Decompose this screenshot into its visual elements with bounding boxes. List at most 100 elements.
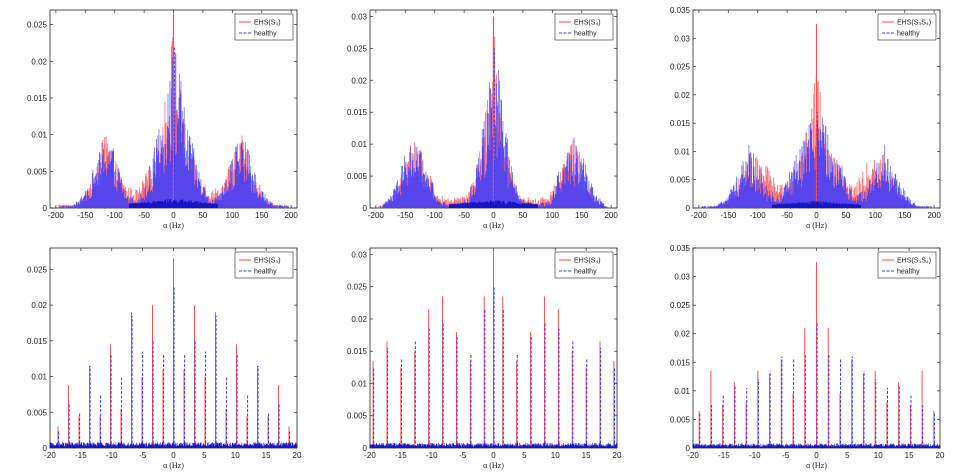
- legend-label-healthy: healthy: [574, 269, 597, 276]
- x-tick-label: -15: [718, 451, 730, 460]
- y-tick-label: 0.03: [674, 273, 690, 282]
- x-tick-label: 0: [171, 211, 176, 220]
- y-tick-label: 0.01: [31, 131, 47, 140]
- x-tick-label: 15: [262, 451, 271, 460]
- noise-floor: [369, 442, 618, 448]
- legend-label-faulty: EHS(S₃S₄): [897, 20, 931, 27]
- x-tick-label: -10: [426, 451, 438, 460]
- x-tick-label: 20: [613, 451, 622, 460]
- x-tick-label: 150: [898, 211, 912, 220]
- y-tick-label: 0: [363, 204, 368, 213]
- x-tick-label: -200: [691, 211, 708, 220]
- y-tick-label: 0.03: [674, 34, 690, 43]
- x-tick-label: -100: [750, 211, 767, 220]
- y-tick-label: 0.03: [351, 250, 367, 259]
- x-axis-label: α (Hz): [483, 221, 504, 230]
- noise-floor: [448, 200, 538, 208]
- x-tick-label: -15: [75, 451, 87, 460]
- legend-label-healthy: healthy: [254, 269, 277, 276]
- x-tick-label: 5: [845, 451, 850, 460]
- y-tick-label: 0.02: [31, 57, 47, 66]
- x-tick-label: -20: [687, 451, 699, 460]
- x-tick-label: 100: [226, 211, 240, 220]
- legend: EHS(S₃S₄) healthy: [877, 251, 937, 279]
- x-tick-label: 5: [522, 451, 527, 460]
- y-tick-label: 0.005: [670, 176, 691, 185]
- x-axis-label: α (Hz): [483, 461, 504, 470]
- chart-panel-5: 0 0.005 0.01 0.015 0.02 0.025 0.03 -20 -15 -10 -5 0…: [347, 247, 622, 470]
- legend: EHS(S₃) healthy: [234, 13, 294, 41]
- series-group: [692, 262, 941, 448]
- x-tick-label: 10: [231, 451, 240, 460]
- x-tick-label: 200: [927, 211, 941, 220]
- legend-label-faulty: EHS(S₄): [574, 258, 601, 265]
- x-tick-label: 0: [171, 451, 176, 460]
- x-axis-label: α (Hz): [806, 461, 827, 470]
- x-tick-label: -200: [48, 211, 65, 220]
- y-tick-label: 0.01: [351, 140, 367, 149]
- x-tick-label: -20: [364, 451, 376, 460]
- noise-floor: [49, 442, 298, 448]
- chart-panel-1: 0 0.005 0.01 0.015 0.02 0.025 -200 -150 -100 -50 0…: [27, 9, 298, 230]
- x-tick-label: 150: [575, 211, 589, 220]
- legend-label-healthy: healthy: [254, 31, 277, 38]
- y-tick-label: 0.03: [351, 12, 367, 21]
- legend-label-healthy: healthy: [574, 31, 597, 38]
- y-tick-label: 0.005: [27, 167, 48, 176]
- x-tick-label: 15: [905, 451, 914, 460]
- x-tick-label: -10: [749, 451, 761, 460]
- legend-box: [877, 251, 937, 279]
- x-tick-label: 0: [814, 451, 819, 460]
- y-tick-label: 0.015: [670, 358, 691, 367]
- chart-panel-6: 0 0.005 0.01 0.015 0.02 0.025 0.03 0.035 -20 -15 -…: [670, 244, 945, 470]
- x-axis-label: α (Hz): [163, 221, 184, 230]
- legend-label-faulty: EHS(S₄): [574, 20, 601, 27]
- legend-label-faulty: EHS(S₃S₄): [897, 258, 931, 265]
- y-tick-label: 0.005: [27, 408, 48, 417]
- y-tick-label: 0.01: [674, 147, 690, 156]
- series-group: [378, 16, 608, 208]
- y-tick-label: 0.025: [27, 265, 48, 274]
- legend-label-faulty: EHS(S₃): [254, 20, 281, 27]
- y-tick-label: 0.015: [27, 94, 48, 103]
- x-tick-label: 50: [518, 211, 527, 220]
- x-tick-label: 20: [293, 451, 302, 460]
- legend-label-faulty: EHS(S₃): [254, 258, 281, 265]
- chart-panel-3: 0 0.005 0.01 0.015 0.02 0.025 0.03 0.035 -200 -15…: [670, 6, 941, 230]
- legend-box: [234, 13, 294, 41]
- y-tick-label: 0: [686, 444, 691, 453]
- y-tick-label: 0.015: [347, 347, 368, 356]
- y-tick-label: 0.02: [351, 76, 367, 85]
- legend: EHS(S₄) healthy: [554, 251, 614, 279]
- x-tick-label: -50: [781, 211, 793, 220]
- y-tick-label: 0.02: [31, 301, 47, 310]
- series-group: [58, 13, 289, 208]
- x-tick-label: -150: [720, 211, 737, 220]
- y-tick-label: 0.015: [27, 337, 48, 346]
- noise-floor: [692, 443, 941, 448]
- x-tick-label: 0: [491, 451, 496, 460]
- legend-box: [554, 13, 614, 41]
- x-tick-label: 150: [255, 211, 269, 220]
- x-tick-label: -200: [368, 211, 385, 220]
- chart-panel-2: 0 0.005 0.01 0.015 0.02 0.025 0.03 -200 -150 -100…: [347, 9, 618, 230]
- y-tick-label: 0.01: [31, 373, 47, 382]
- y-tick-label: 0: [363, 444, 368, 453]
- x-tick-label: 0: [491, 211, 496, 220]
- x-tick-label: 10: [551, 451, 560, 460]
- y-tick-label: 0: [686, 204, 691, 213]
- y-tick-label: 0.025: [347, 44, 368, 53]
- x-tick-label: -100: [107, 211, 124, 220]
- x-tick-label: 100: [869, 211, 883, 220]
- y-tick-label: 0.025: [347, 283, 368, 292]
- legend-box: [554, 251, 614, 279]
- x-tick-label: 15: [582, 451, 591, 460]
- x-tick-label: 10: [874, 451, 883, 460]
- x-tick-label: 50: [198, 211, 207, 220]
- y-tick-label: 0.025: [670, 63, 691, 72]
- legend-label-healthy: healthy: [897, 269, 920, 276]
- x-tick-label: 20: [936, 451, 945, 460]
- noise-floor: [128, 198, 218, 208]
- y-tick-label: 0: [43, 204, 48, 213]
- y-tick-label: 0.01: [674, 387, 690, 396]
